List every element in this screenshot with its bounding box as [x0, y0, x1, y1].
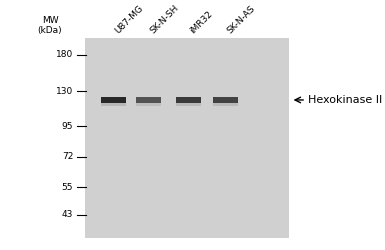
Text: iMR32: iMR32 [189, 9, 215, 35]
Text: 95: 95 [62, 122, 73, 130]
Text: 130: 130 [56, 86, 73, 96]
Text: SK-N-AS: SK-N-AS [225, 4, 257, 35]
Text: 55: 55 [62, 182, 73, 192]
Text: U87-MG: U87-MG [114, 3, 146, 35]
Text: 43: 43 [62, 210, 73, 219]
Text: MW
(kDa): MW (kDa) [38, 16, 62, 35]
Text: SK-N-SH: SK-N-SH [148, 3, 180, 35]
Text: 180: 180 [56, 50, 73, 59]
Text: 72: 72 [62, 152, 73, 162]
Text: Hexokinase II: Hexokinase II [308, 95, 382, 105]
